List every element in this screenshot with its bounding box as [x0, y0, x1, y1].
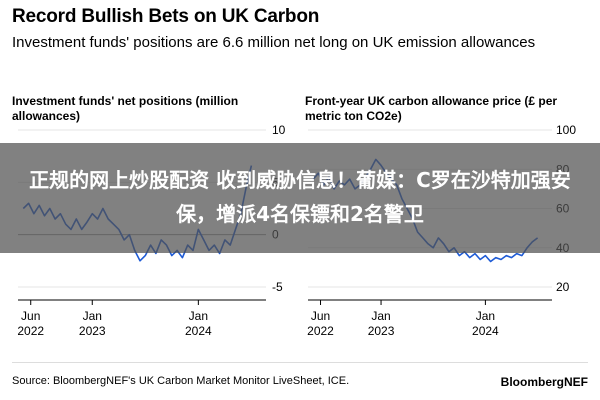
y-tick-label: -5 [272, 280, 283, 294]
x-tick-label: 2022 [307, 324, 334, 338]
x-tick-label: Jan [189, 309, 208, 323]
x-tick-label: Jun [311, 309, 330, 323]
x-tick-label: Jan [476, 309, 495, 323]
x-tick-label: 2023 [79, 324, 106, 338]
x-tick-label: 2023 [368, 324, 395, 338]
overlay-banner-text: 正规的网上炒股配资 收到威胁信息！葡媒：C罗在沙特加强安保，增派4名保镖和2名警… [29, 168, 571, 226]
x-tick-label: 2024 [185, 324, 212, 338]
x-tick-label: Jan [83, 309, 102, 323]
x-tick-label: Jan [371, 309, 390, 323]
x-tick-label: 2024 [472, 324, 499, 338]
footer-divider [12, 362, 588, 363]
left-panel-title: Investment funds' net positions (million… [12, 94, 239, 123]
x-tick-label: Jun [21, 309, 40, 323]
y-tick-label: 20 [556, 280, 570, 294]
right-panel-title: Front-year UK carbon allowance price (£ … [305, 94, 558, 123]
x-tick-label: 2022 [17, 324, 44, 338]
y-tick-label: 10 [272, 123, 286, 137]
source-note: Source: BloombergNEF's UK Carbon Market … [12, 375, 350, 387]
brand-logo: BloombergNEF [500, 375, 588, 389]
chart-subtitle: Investment funds' positions are 6.6 mill… [12, 34, 536, 51]
y-tick-label: 100 [556, 123, 576, 137]
chart-title: Record Bullish Bets on UK Carbon [12, 6, 320, 27]
overlay-banner: 正规的网上炒股配资 收到威胁信息！葡媒：C罗在沙特加强安保，增派4名保镖和2名警… [0, 143, 600, 253]
